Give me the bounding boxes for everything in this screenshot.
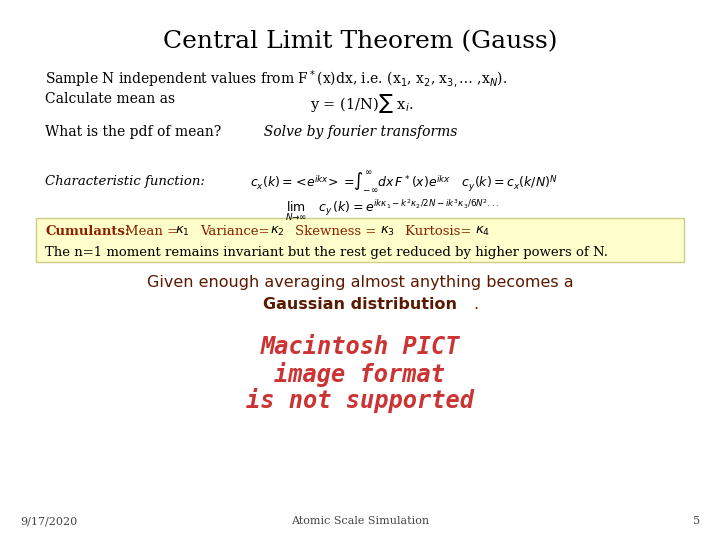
Text: Atomic Scale Simulation: Atomic Scale Simulation xyxy=(291,516,429,526)
Text: Given enough averaging almost anything becomes a: Given enough averaging almost anything b… xyxy=(147,275,573,290)
Text: Sample N independent values from F$^*$(x)dx, i.e. (x$_1$, x$_2$, x$_{3,}$… ,x$_N: Sample N independent values from F$^*$(x… xyxy=(45,68,507,90)
Text: Central Limit Theorem (Gauss): Central Limit Theorem (Gauss) xyxy=(163,30,557,53)
Text: Kurtosis=: Kurtosis= xyxy=(405,225,476,238)
Text: Mean =: Mean = xyxy=(125,225,182,238)
Text: Gaussian distribution: Gaussian distribution xyxy=(263,297,457,312)
Text: 5: 5 xyxy=(693,516,700,526)
Bar xyxy=(36,218,684,262)
Text: $\lim_{N\to\infty}\quad c_y(k)=e^{ik\kappa_1-k^2\kappa_2/2N-ik^3\kappa_3/6N^2...: $\lim_{N\to\infty}\quad c_y(k)=e^{ik\kap… xyxy=(285,198,500,224)
Text: 9/17/2020: 9/17/2020 xyxy=(20,516,77,526)
Text: Calculate mean as: Calculate mean as xyxy=(45,92,175,106)
Text: Variance=: Variance= xyxy=(200,225,274,238)
Text: y = (1/N)$\sum$ x$_i$.: y = (1/N)$\sum$ x$_i$. xyxy=(310,92,414,115)
Text: image format: image format xyxy=(274,362,446,387)
Text: $\kappa_2$: $\kappa_2$ xyxy=(270,225,284,238)
Text: Characteristic function:: Characteristic function: xyxy=(45,175,205,188)
Text: $\kappa_4$: $\kappa_4$ xyxy=(475,225,490,238)
Text: $c_x(k)=\!<\!e^{ikx}\!>=\!\int_{-\infty}^{\infty} dx\, F^*(x)e^{ikx}$$\quad c_y(: $c_x(k)=\!<\!e^{ikx}\!>=\!\int_{-\infty}… xyxy=(250,170,558,195)
Text: Solve by fourier transforms: Solve by fourier transforms xyxy=(255,125,457,139)
Text: Cumulants:: Cumulants: xyxy=(45,225,130,238)
Text: is not supported: is not supported xyxy=(246,388,474,413)
Text: $\kappa_3$: $\kappa_3$ xyxy=(380,225,395,238)
Text: .: . xyxy=(473,297,478,312)
Text: What is the pdf of mean?: What is the pdf of mean? xyxy=(45,125,221,139)
Text: Macintosh PICT: Macintosh PICT xyxy=(260,335,460,359)
Text: The n=1 moment remains invariant but the rest get reduced by higher powers of N.: The n=1 moment remains invariant but the… xyxy=(45,246,608,259)
Text: Skewness =: Skewness = xyxy=(295,225,381,238)
Text: $\kappa_1$: $\kappa_1$ xyxy=(175,225,190,238)
